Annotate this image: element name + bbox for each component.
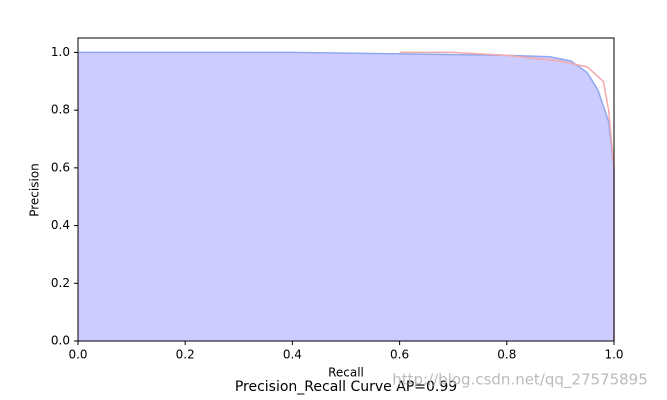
pr-line — [399, 51, 615, 341]
y-tick-label: 0.8 — [51, 103, 70, 117]
x-axis-label: Recall — [328, 366, 364, 380]
y-tick-label: 0.4 — [51, 218, 70, 232]
y-tick-label: 0.2 — [51, 276, 70, 290]
plot-frame — [77, 37, 615, 342]
x-tick-label: 0.6 — [390, 348, 409, 362]
y-tick-label: 0.6 — [51, 160, 70, 174]
x-tick-label: 0.0 — [68, 348, 87, 362]
watermark: http://blog.csdn.net/qq_27575895 — [392, 371, 648, 390]
x-tick-label: 1.0 — [604, 348, 623, 362]
x-tick-label: 0.2 — [176, 348, 195, 362]
x-tick-label: 0.8 — [497, 348, 516, 362]
pr-area — [78, 52, 614, 342]
y-tick-label: 0.0 — [51, 334, 70, 348]
y-tick-label: 1.0 — [51, 45, 70, 59]
chart-title: Precision_Recall Curve AP=0.99 — [235, 379, 457, 395]
y-axis-label: Precision — [28, 163, 42, 217]
x-tick-label: 0.4 — [283, 348, 302, 362]
